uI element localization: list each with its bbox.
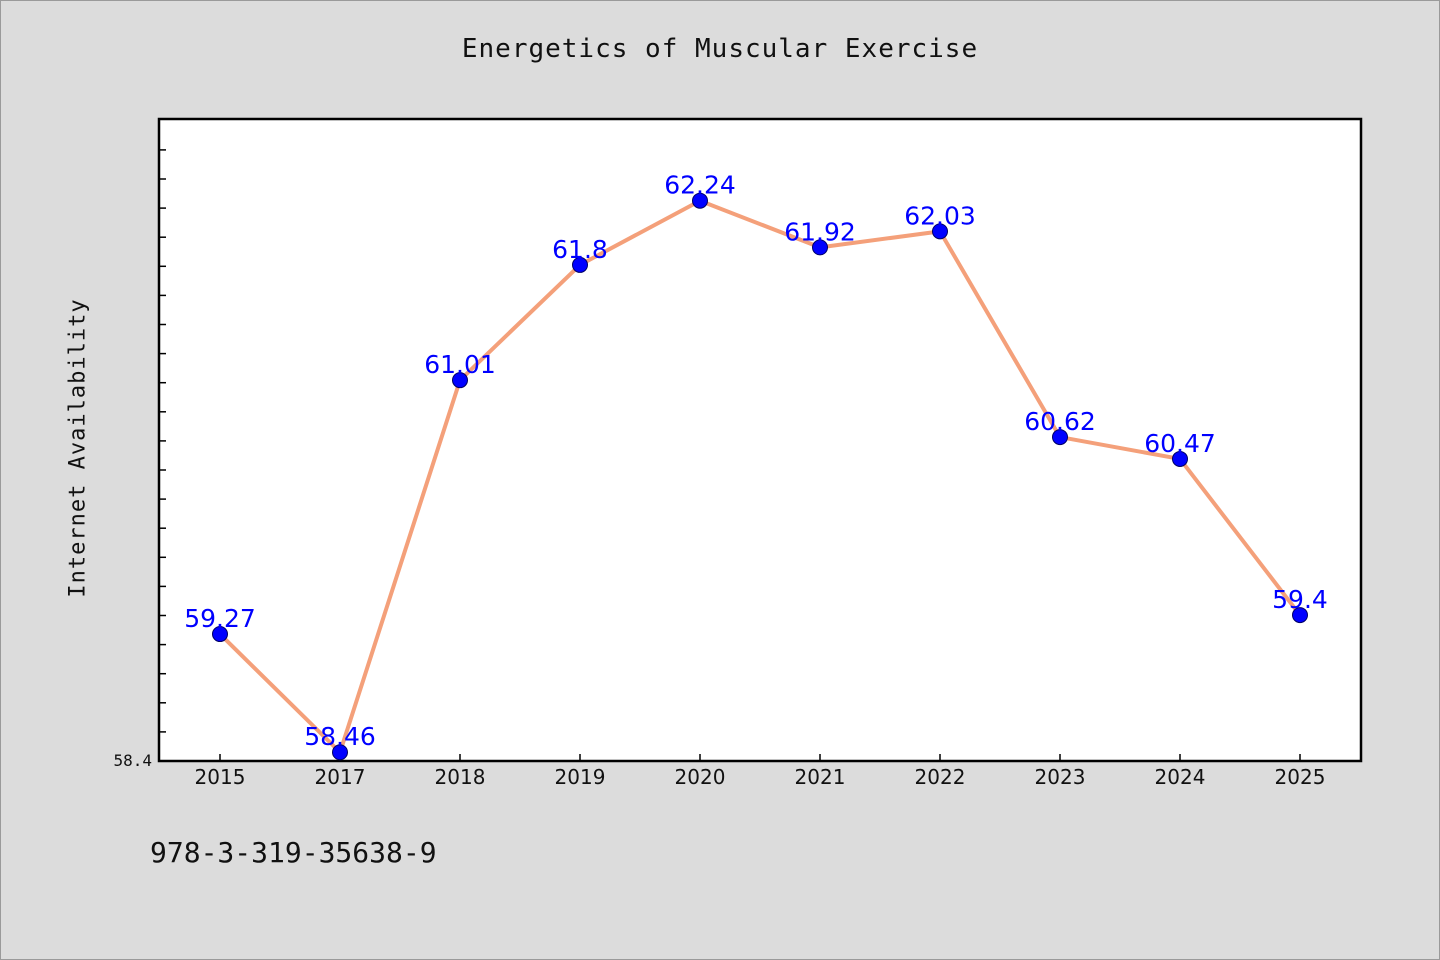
x-tick-label: 2017 [315, 765, 366, 789]
data-label: 59.4 [1272, 585, 1328, 614]
y-axis-ticks [159, 149, 166, 733]
x-tick-label: 2022 [915, 765, 966, 789]
data-label: 60.47 [1144, 429, 1216, 458]
data-point [1052, 429, 1068, 446]
data-labels: 59.27 58.46 61.01 61.8 62.24 61.92 62.03 60.62 6… [184, 171, 1328, 752]
data-label: 61.8 [552, 235, 608, 264]
x-axis-ticks [219, 754, 1301, 761]
data-point [1172, 450, 1188, 467]
data-point [812, 239, 828, 256]
x-tick-label: 2025 [1275, 765, 1326, 789]
chart-title: Energetics of Muscular Exercise [461, 34, 979, 64]
x-tick-label: 2015 [195, 765, 246, 789]
data-label: 61.01 [424, 350, 496, 379]
data-point [212, 626, 228, 643]
data-label: 62.24 [664, 171, 736, 200]
isbn-code: 978-3-319-35638-9 [150, 836, 437, 869]
data-point [932, 223, 948, 240]
data-label: 59.27 [184, 604, 256, 633]
x-tick-label: 2023 [1035, 765, 1086, 789]
x-tick-label: 2018 [435, 765, 486, 789]
data-point [692, 192, 708, 209]
x-tick-label: 2021 [795, 765, 846, 789]
data-label: 62.03 [904, 201, 976, 230]
x-tick-label: 2024 [1155, 765, 1206, 789]
data-label: 60.62 [1024, 407, 1096, 436]
data-point [332, 744, 348, 761]
x-axis-labels: 2015 2017 2018 2019 2020 2021 2022 2023 2024 2025 [195, 765, 1326, 789]
y-tick-label: 58.4 [113, 751, 152, 770]
data-point [1292, 607, 1308, 624]
x-tick-label: 2020 [675, 765, 726, 789]
series-line [218, 198, 1302, 755]
x-tick-label: 2019 [555, 765, 606, 789]
data-markers [212, 192, 1308, 761]
data-label: 58.46 [304, 722, 376, 751]
data-label: 61.92 [784, 217, 856, 246]
data-point [572, 256, 588, 273]
data-point [452, 372, 468, 389]
